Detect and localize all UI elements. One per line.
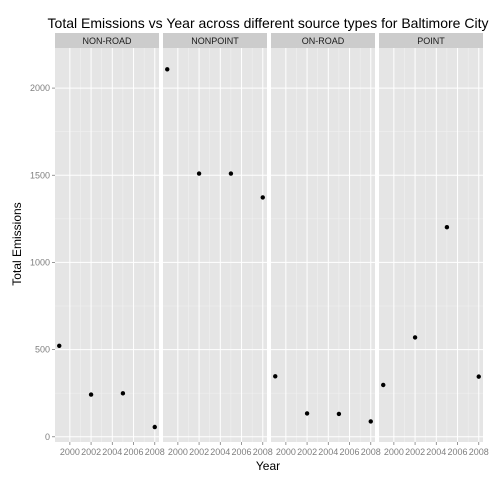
y-tick-label: 1500 <box>30 170 50 180</box>
data-point <box>120 391 126 396</box>
x-tick-label: 2002 <box>405 447 425 457</box>
facet-panel-on-road: ON-ROAD 2000 2002 2004 2006 2008 <box>271 33 381 457</box>
y-axis: 0 500 1000 1500 2000 <box>30 83 55 442</box>
data-point <box>381 382 386 388</box>
panel-background <box>163 48 267 442</box>
facet-strip <box>271 33 375 48</box>
facet-strip <box>163 33 267 48</box>
x-tick-label: 2008 <box>469 447 489 457</box>
x-tick-label: 2006 <box>232 447 252 457</box>
x-tick-label: 2000 <box>60 447 80 457</box>
x-axis-title: Year <box>256 459 280 473</box>
data-point <box>273 374 278 379</box>
x-tick-label: 2002 <box>297 447 317 457</box>
x-tick-label: 2000 <box>384 447 404 457</box>
x-tick-label: 2006 <box>124 447 144 457</box>
data-point <box>196 171 202 176</box>
y-tick-label: 1000 <box>30 257 50 267</box>
facet-panel-nonpoint: NONPOINT 2000 2002 2004 2006 2008 <box>163 33 273 457</box>
x-tick-label: 2000 <box>276 447 296 457</box>
x-tick-label: 2004 <box>102 447 122 457</box>
x-tick-label: 2006 <box>448 447 468 457</box>
facet-panel-non-road: NON-ROAD 2000 2002 2004 2006 2008 <box>55 33 165 457</box>
y-tick-label: 2000 <box>30 83 50 93</box>
data-point <box>444 225 450 230</box>
facet-strip <box>379 33 483 48</box>
data-point <box>368 419 373 424</box>
facet-strip-label: ON-ROAD <box>302 36 345 46</box>
x-tick-label: 2002 <box>81 447 101 457</box>
y-axis-title: Total Emissions <box>10 202 24 285</box>
y-tick-label: 0 <box>45 432 50 442</box>
data-point <box>412 335 418 340</box>
x-tick-label: 2006 <box>340 447 360 457</box>
x-tick-label: 2004 <box>318 447 338 457</box>
x-tick-label: 2004 <box>210 447 230 457</box>
data-point <box>165 67 170 72</box>
facet-strip-label: NONPOINT <box>191 36 239 46</box>
data-point <box>228 171 234 176</box>
panel-background <box>271 48 375 442</box>
x-tick-label: 2002 <box>189 447 209 457</box>
data-point <box>152 424 157 430</box>
data-point <box>88 392 94 397</box>
x-tick-label: 2004 <box>426 447 446 457</box>
data-point <box>336 411 342 417</box>
x-tick-label: 2000 <box>168 447 188 457</box>
panel-background <box>55 48 159 442</box>
chart-title: Total Emissions vs Year across different… <box>48 15 489 31</box>
panel-background <box>379 48 483 442</box>
data-point <box>57 343 62 348</box>
facet-strip-label: NON-ROAD <box>83 36 132 46</box>
data-point <box>476 374 481 379</box>
x-tick-label: 2008 <box>145 447 165 457</box>
x-tick-label: 2008 <box>361 447 381 457</box>
data-point <box>260 195 265 200</box>
facet-strip <box>55 33 159 48</box>
facet-panel-point: POINT 2000 2002 2004 2006 2008 <box>379 33 489 457</box>
x-tick-label: 2008 <box>253 447 273 457</box>
y-tick-label: 500 <box>35 345 50 355</box>
data-point <box>304 411 310 416</box>
facet-strip-label: POINT <box>417 36 445 46</box>
